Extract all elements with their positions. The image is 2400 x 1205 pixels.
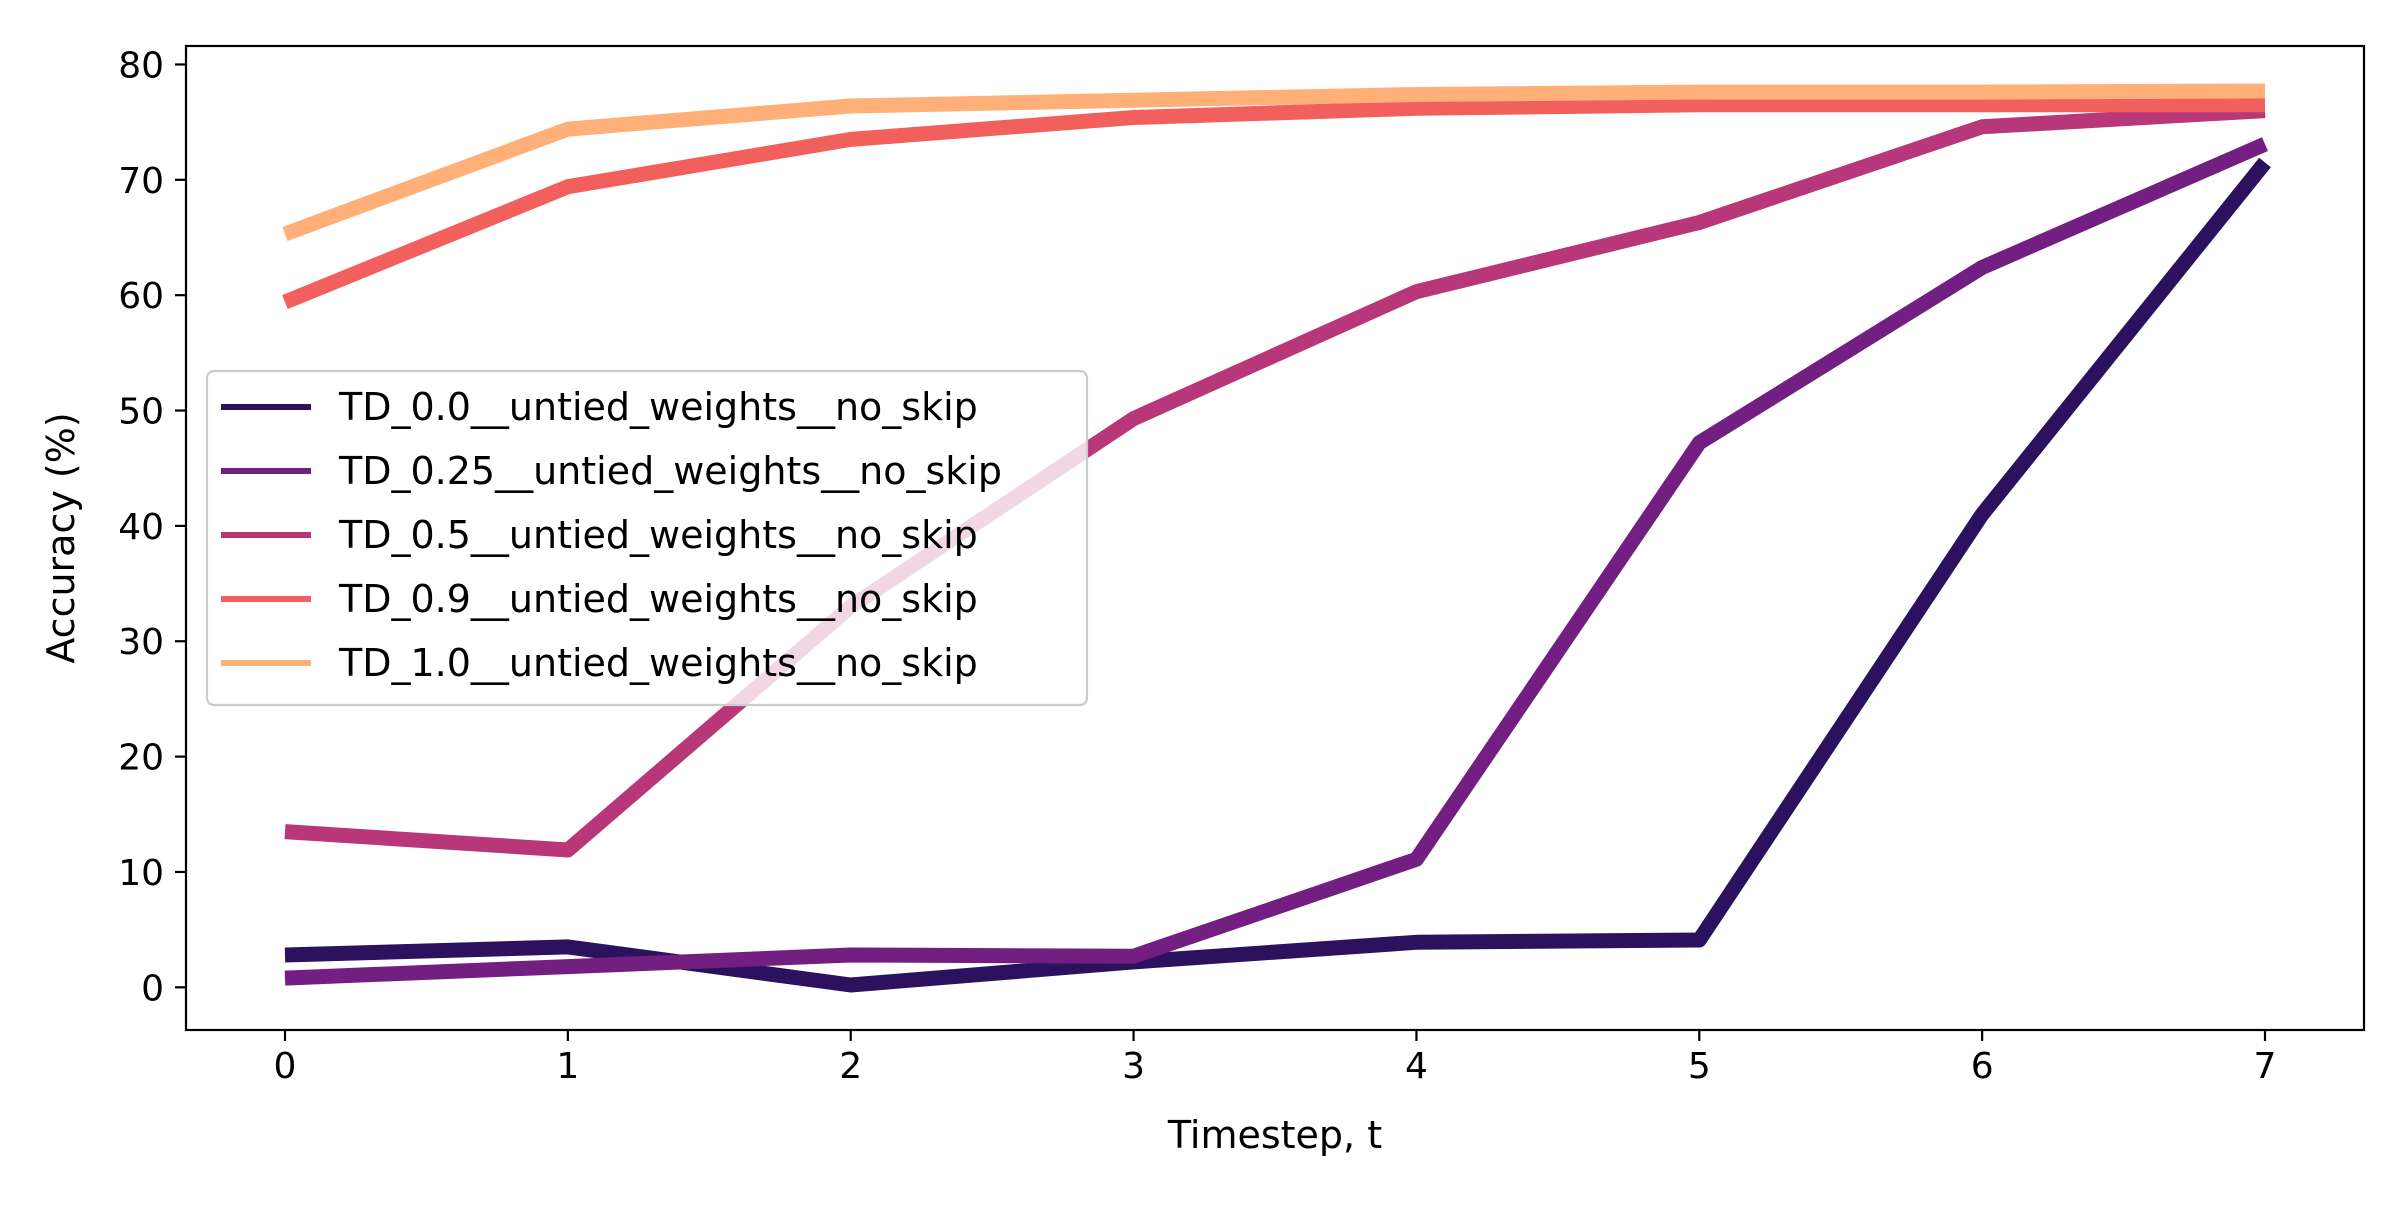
x-tick-label: 3 <box>1122 1046 1145 1087</box>
x-tick-label: 1 <box>556 1046 579 1087</box>
y-tick-label: 30 <box>118 622 164 663</box>
y-tick-label: 80 <box>118 45 164 86</box>
y-tick-label: 40 <box>118 507 164 548</box>
x-tick-label: 7 <box>2254 1046 2277 1087</box>
x-tick-label: 4 <box>1405 1046 1428 1087</box>
legend-label-4: TD_1.0__untied_weights__no_skip <box>338 641 978 685</box>
y-axis-label: Accuracy (%) <box>39 412 83 663</box>
series-line-4 <box>282 83 2266 242</box>
y-tick-label: 20 <box>118 738 164 779</box>
series-line-0 <box>284 157 2271 993</box>
x-axis-label: Timestep, t <box>1167 1113 1382 1157</box>
y-tick-label: 60 <box>118 276 164 317</box>
legend: TD_0.0__untied_weights__no_skip TD_0.25__… <box>205 369 1089 707</box>
series-line-2 <box>284 103 2266 858</box>
plot-area-frame <box>184 44 2366 1032</box>
legend-label-1: TD_0.25__untied_weights__no_skip <box>338 449 1002 493</box>
x-tick-label: 2 <box>839 1046 862 1087</box>
y-tick-label: 10 <box>118 853 164 894</box>
y-tick-label: 0 <box>141 968 164 1009</box>
y-tick-label: 50 <box>118 392 164 433</box>
legend-label-3: TD_0.9__untied_weights__no_skip <box>338 577 978 621</box>
series-line-1 <box>284 137 2268 986</box>
x-tick-label: 5 <box>1688 1046 1711 1087</box>
legend-box <box>205 369 1089 707</box>
y-tick-label: 70 <box>118 161 164 202</box>
legend-label-2: TD_0.5__untied_weights__no_skip <box>338 513 978 557</box>
x-tick-label: 6 <box>1971 1046 1994 1087</box>
x-tick-label: 0 <box>274 1046 297 1087</box>
series-line-3 <box>282 97 2265 310</box>
legend-label-0: TD_0.0__untied_weights__no_skip <box>338 385 978 429</box>
